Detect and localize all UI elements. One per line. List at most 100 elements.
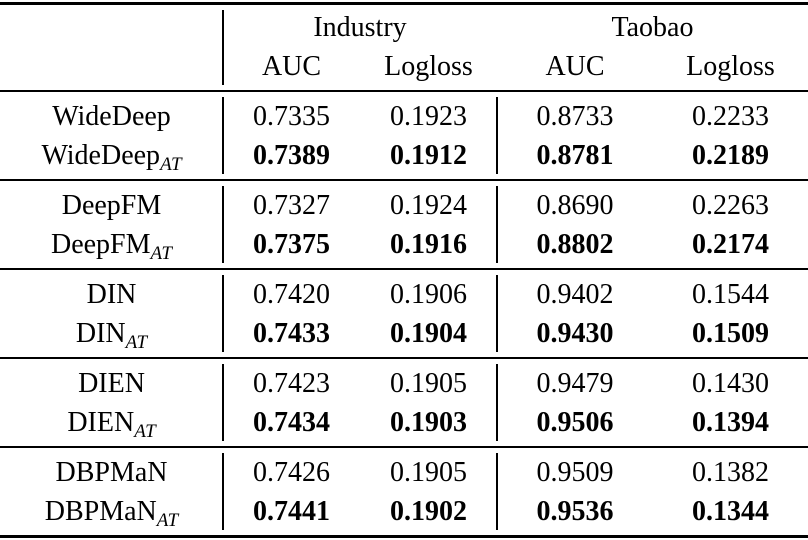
metric-value-cell: 0.7426	[253, 457, 330, 488]
metric-value-cell: 0.7441	[253, 496, 330, 527]
top-rule	[0, 2, 808, 5]
column-divider-1	[222, 275, 224, 352]
header-metric-row: AUC Logloss AUC Logloss	[0, 47, 808, 86]
column-divider-1	[222, 453, 224, 530]
metric-value-cell: 0.7423	[253, 368, 330, 399]
metric-value-cell: 0.7433	[253, 318, 330, 349]
metric-value-cell: 0.1430	[692, 368, 769, 399]
metric-value-cell: 0.9479	[536, 368, 614, 399]
table-row: DIN 0.7420 0.1906 0.9402 0.1544	[0, 275, 808, 314]
header-industry-logloss: Logloss	[384, 51, 473, 82]
model-name: WideDeep	[52, 101, 171, 132]
metric-value-cell: 0.8733	[536, 101, 614, 132]
model-subscript: AT	[160, 154, 182, 175]
metric-value-cell: 0.1905	[390, 368, 467, 399]
column-divider-1	[222, 186, 224, 263]
group-separator-rule	[0, 446, 808, 448]
model-name-cell: DIENAT	[0, 403, 223, 442]
column-divider-2	[496, 453, 498, 530]
metric-value-cell: 0.1912	[390, 140, 467, 171]
column-divider-1	[222, 10, 224, 85]
metric-value-cell: 0.1923	[390, 101, 467, 132]
group-separator-rule	[0, 179, 808, 181]
model-name-cell: WideDeepAT	[0, 136, 223, 175]
metric-value-cell: 0.1905	[390, 457, 467, 488]
model-name: DIEN	[67, 407, 135, 438]
column-divider-2	[496, 186, 498, 263]
model-group: DeepFM 0.7327 0.1924 0.8690 0.2263 DeepFMAT 0.…	[0, 181, 808, 268]
metric-value-cell: 0.7327	[253, 190, 330, 221]
metric-value-cell: 0.2174	[692, 229, 769, 260]
table-row: DeepFM 0.7327 0.1924 0.8690 0.2263	[0, 186, 808, 225]
header-industry-auc: AUC	[261, 51, 322, 82]
metric-value-cell: 0.1904	[390, 318, 467, 349]
table-body: WideDeep 0.7335 0.1923 0.8733 0.2233 WideDeep…	[0, 92, 808, 535]
model-subscript: AT	[125, 332, 148, 353]
model-name-cell: DeepFMAT	[0, 225, 223, 264]
table-row: DeepFMAT 0.7375 0.1916 0.8802 0.2174	[0, 225, 808, 264]
model-name: DBPMaN	[44, 496, 157, 527]
model-subscript: AT	[150, 243, 172, 264]
metric-value-cell: 0.7335	[253, 101, 330, 132]
column-divider-2	[496, 364, 498, 441]
metric-value-cell: 0.9536	[536, 496, 614, 527]
metric-value-cell: 0.8690	[536, 190, 614, 221]
table-header: Industry Taobao AUC Logloss AUC Logloss	[0, 5, 808, 90]
model-name-cell: WideDeep	[0, 97, 223, 136]
model-name-cell: DBPMaN	[0, 453, 223, 492]
metric-value-cell: 0.1382	[692, 457, 769, 488]
metric-value-cell: 0.2233	[692, 101, 769, 132]
metric-value-cell: 0.9402	[536, 279, 614, 310]
metric-value-cell: 0.1902	[390, 496, 467, 527]
model-group: DIN 0.7420 0.1906 0.9402 0.1544 DINAT 0.7433 0.…	[0, 270, 808, 357]
header-group-row: Industry Taobao	[0, 8, 808, 47]
column-divider-2	[496, 97, 498, 174]
model-subscript: AT	[156, 510, 179, 531]
metric-value-cell: 0.1544	[692, 279, 769, 310]
metric-value-cell: 0.7375	[253, 229, 330, 260]
metric-value-cell: 0.1906	[390, 279, 467, 310]
column-group-taobao: Taobao	[611, 12, 694, 43]
metric-value-cell: 0.1903	[390, 407, 467, 438]
model-name-cell: DIEN	[0, 364, 223, 403]
metric-value-cell: 0.1916	[390, 229, 467, 260]
metric-value-cell: 0.8802	[536, 229, 614, 260]
metric-value-cell: 0.9430	[536, 318, 614, 349]
model-group: WideDeep 0.7335 0.1923 0.8733 0.2233 WideDeep…	[0, 92, 808, 179]
header-taobao-auc: AUC	[545, 51, 605, 82]
metric-value-cell: 0.9509	[536, 457, 614, 488]
model-name: DeepFM	[50, 229, 151, 260]
model-name: DIEN	[78, 368, 145, 399]
column-divider-1	[222, 364, 224, 441]
metric-value-cell: 0.2263	[692, 190, 769, 221]
model-name: DIN	[86, 279, 137, 310]
group-separator-rule	[0, 268, 808, 270]
metric-value-cell: 0.7389	[253, 140, 330, 171]
header-rule	[0, 90, 808, 92]
model-name-cell: DINAT	[0, 314, 223, 353]
model-group: DIEN 0.7423 0.1905 0.9479 0.1430 DIENAT 0.7434…	[0, 359, 808, 446]
metric-value-cell: 0.2189	[692, 140, 769, 171]
table-row: WideDeep 0.7335 0.1923 0.8733 0.2233	[0, 97, 808, 136]
metric-value-cell: 0.7434	[253, 407, 330, 438]
metric-value-cell: 0.9506	[536, 407, 614, 438]
column-group-industry: Industry	[313, 12, 407, 43]
bottom-rule	[0, 535, 808, 538]
table-row: DIENAT 0.7434 0.1903 0.9506 0.1394	[0, 403, 808, 442]
model-name: DBPMaN	[55, 457, 168, 488]
table-row: DBPMaN 0.7426 0.1905 0.9509 0.1382	[0, 453, 808, 492]
table-row: DIEN 0.7423 0.1905 0.9479 0.1430	[0, 364, 808, 403]
model-name-cell: DIN	[0, 275, 223, 314]
model-group: DBPMaN 0.7426 0.1905 0.9509 0.1382 DBPMaNAT 0.…	[0, 448, 808, 535]
metric-value-cell: 0.1344	[692, 496, 769, 527]
metric-value-cell: 0.1394	[692, 407, 769, 438]
metric-value-cell: 0.7420	[253, 279, 330, 310]
table-row: WideDeepAT 0.7389 0.1912 0.8781 0.2189	[0, 136, 808, 175]
model-subscript: AT	[134, 421, 156, 442]
group-separator-rule	[0, 357, 808, 359]
metric-value-cell: 0.8781	[536, 140, 614, 171]
model-name: WideDeep	[41, 140, 161, 171]
column-divider-2	[496, 275, 498, 352]
model-name-cell: DBPMaNAT	[0, 492, 223, 531]
